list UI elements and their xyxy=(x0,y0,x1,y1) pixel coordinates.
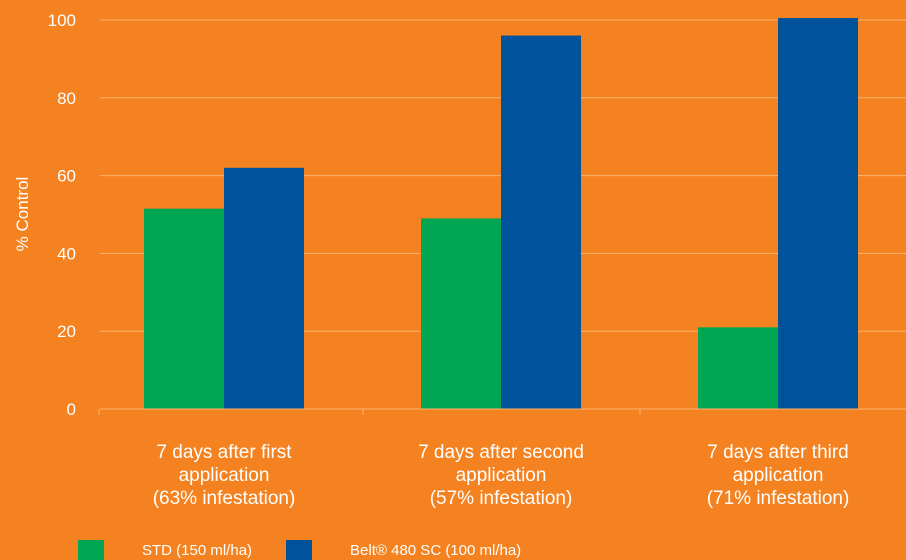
x-category-label: 7 days after second application (57% infes… xyxy=(418,442,584,509)
bars xyxy=(144,18,858,410)
y-tick-label: 60 xyxy=(57,167,76,186)
legend-item-belt: Belt® 480 SC (100 ml/ha) xyxy=(286,540,521,560)
bar-std-2 xyxy=(421,218,501,409)
bar-std-3 xyxy=(698,327,778,409)
bar-belt-2 xyxy=(501,35,581,410)
bar-std-1 xyxy=(144,208,224,409)
x-category-label: 7 days after third application (71% infest… xyxy=(707,442,850,509)
legend-item-std: STD (150 ml/ha) xyxy=(78,540,252,560)
y-tick-label: 40 xyxy=(57,244,76,263)
bar-belt-3 xyxy=(778,18,858,410)
y-axis-title: % Control xyxy=(13,177,32,252)
bar-belt-1 xyxy=(224,167,304,409)
y-tick-label: 20 xyxy=(57,322,76,341)
x-axis: 7 days after first application (63% infest… xyxy=(98,408,906,509)
legend: STD (150 ml/ha) Belt® 480 SC (100 ml/ha) xyxy=(78,540,555,560)
legend-label-belt: Belt® 480 SC (100 ml/ha) xyxy=(350,541,522,559)
bar-chart: 0 20 40 60 80 100 % Control 7 days after firs… xyxy=(13,11,906,509)
y-tick-label: 0 xyxy=(67,400,76,419)
y-tick-label: 100 xyxy=(48,11,76,30)
legend-swatch-std xyxy=(78,540,104,560)
legend-swatch-belt xyxy=(286,540,313,560)
y-tick-label: 80 xyxy=(57,89,76,108)
x-category-label: 7 days after first application (63% infest… xyxy=(153,442,296,509)
legend-label-std: STD (150 ml/ha) xyxy=(142,541,253,559)
y-axis: 0 20 40 60 80 100 xyxy=(48,11,76,419)
